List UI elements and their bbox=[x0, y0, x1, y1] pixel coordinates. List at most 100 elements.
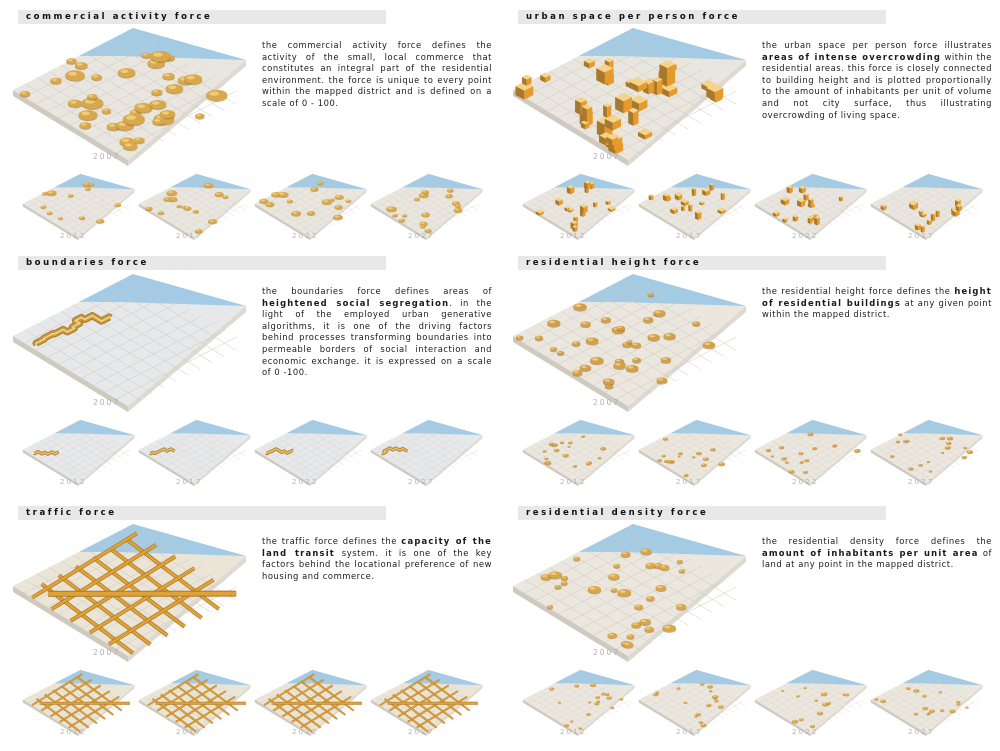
force-surface bbox=[648, 183, 726, 221]
map-thumbnail: 2017 bbox=[136, 170, 252, 241]
panel-title: commercial activity force bbox=[18, 10, 386, 24]
force-surface bbox=[515, 292, 716, 390]
force-surface bbox=[380, 446, 409, 456]
year-label-main: 2007 bbox=[593, 152, 621, 161]
panel-title: boundaries force bbox=[18, 256, 386, 270]
year-label-main: 2007 bbox=[593, 648, 621, 657]
description-text: The boundaries force defines areas of bbox=[262, 286, 492, 296]
map-thumbnail: 2012 bbox=[520, 170, 636, 241]
map-plate bbox=[870, 669, 983, 737]
panel-residential-height-force: residential height force 2007 The reside… bbox=[508, 256, 998, 501]
isometric-map bbox=[254, 669, 367, 737]
year-label: 2022 bbox=[792, 232, 819, 240]
panel-title: residential density force bbox=[518, 506, 886, 520]
description-text: . In the light of the employed urban gen… bbox=[262, 297, 492, 378]
panel-urban-space-per-person-force: urban space per person force 2007 The ur… bbox=[508, 10, 998, 255]
panel-title: residential height force bbox=[518, 256, 886, 270]
isometric-map bbox=[522, 669, 635, 737]
year-label: 2017 bbox=[176, 728, 203, 736]
panel-traffic-force: traffic force 2007 The traffic force def… bbox=[8, 506, 498, 751]
panel-title: traffic force bbox=[18, 506, 386, 520]
year-label: 2022 bbox=[292, 232, 319, 240]
year-label: 2012 bbox=[60, 478, 87, 486]
year-label: 2012 bbox=[560, 232, 587, 240]
force-surface bbox=[19, 51, 228, 152]
map-plate bbox=[22, 173, 135, 241]
force-surface bbox=[40, 182, 122, 224]
force-surface bbox=[765, 432, 861, 475]
isometric-map bbox=[522, 173, 635, 241]
year-label-main: 2007 bbox=[93, 152, 121, 161]
panel-title: urban space per person force bbox=[518, 10, 886, 24]
map-thumbnail: 2027 bbox=[868, 416, 984, 487]
force-surface bbox=[542, 435, 607, 468]
force-surface bbox=[781, 686, 850, 729]
force-surface bbox=[880, 198, 962, 233]
panel-commercial-activity-force: commercial activity force 2007 The comme… bbox=[8, 10, 498, 255]
year-label: 2012 bbox=[560, 728, 587, 736]
isometric-map bbox=[13, 524, 246, 662]
year-label: 2017 bbox=[176, 478, 203, 486]
map-2007-main bbox=[508, 516, 748, 666]
force-surface bbox=[657, 437, 725, 478]
force-surface bbox=[31, 673, 130, 733]
force-surface bbox=[147, 673, 246, 733]
description-emphasis: areas of intense overcrowding bbox=[762, 51, 942, 62]
force-surface bbox=[535, 180, 616, 232]
map-thumbnail: 2022 bbox=[252, 170, 368, 241]
map-thumbnail: 2017 bbox=[636, 666, 752, 737]
force-surface bbox=[874, 687, 969, 716]
description-text: The residential density force defines th… bbox=[762, 536, 992, 546]
isometric-map bbox=[638, 173, 751, 241]
isometric-map bbox=[513, 274, 746, 412]
force-surface bbox=[379, 673, 478, 733]
panel-residential-density-force: residential density force 2007 The resid… bbox=[508, 506, 998, 751]
force-surface bbox=[386, 188, 463, 234]
map-thumbnail: 2017 bbox=[636, 170, 752, 241]
isometric-map bbox=[138, 419, 251, 487]
panel-description: The traffic force defines the capacity o… bbox=[262, 536, 492, 582]
year-label: 2017 bbox=[176, 232, 203, 240]
description-emphasis: capacity of the land transit bbox=[262, 536, 492, 558]
map-plate bbox=[254, 419, 367, 487]
map-plate bbox=[522, 669, 635, 737]
isometric-map bbox=[13, 274, 246, 412]
description-text: of land at any point in the mapped distr… bbox=[762, 547, 992, 570]
map-2007-main bbox=[8, 516, 248, 666]
year-label: 2027 bbox=[908, 478, 935, 486]
map-thumbnail: 2022 bbox=[752, 416, 868, 487]
force-surface bbox=[515, 57, 724, 155]
panel-description: The commercial activity force defines th… bbox=[262, 40, 492, 110]
force-surface bbox=[31, 531, 237, 655]
description-text: The urban space per person force illustr… bbox=[762, 40, 992, 50]
force-surface bbox=[32, 449, 59, 456]
isometric-map bbox=[370, 669, 483, 737]
year-label: 2022 bbox=[792, 728, 819, 736]
panel-description: The boundaries force defines areas of he… bbox=[262, 286, 492, 379]
map-thumbnail: 2027 bbox=[368, 170, 484, 241]
description-emphasis: heightened social segregation bbox=[262, 297, 450, 308]
description-text: The commercial activity force defines th… bbox=[262, 40, 492, 108]
map-2007-main bbox=[8, 266, 248, 416]
year-label: 2022 bbox=[292, 728, 319, 736]
year-label: 2022 bbox=[292, 478, 319, 486]
map-plate bbox=[754, 419, 867, 487]
isometric-map bbox=[22, 419, 135, 487]
year-label-main: 2007 bbox=[93, 648, 121, 657]
map-thumbnail: 2022 bbox=[752, 170, 868, 241]
map-plate bbox=[513, 28, 746, 166]
map-2007-main bbox=[8, 20, 248, 170]
year-label: 2027 bbox=[908, 232, 935, 240]
isometric-map bbox=[513, 28, 746, 166]
map-thumbnail: 2027 bbox=[368, 666, 484, 737]
map-thumbnail: 2012 bbox=[20, 416, 136, 487]
year-label: 2027 bbox=[908, 728, 935, 736]
force-surface bbox=[32, 312, 113, 347]
isometric-map bbox=[638, 669, 751, 737]
isometric-map bbox=[370, 173, 483, 241]
year-label: 2027 bbox=[408, 232, 435, 240]
map-thumbnail: 2017 bbox=[136, 666, 252, 737]
force-surface bbox=[263, 673, 362, 733]
force-surface bbox=[259, 181, 352, 221]
isometric-map bbox=[22, 173, 135, 241]
